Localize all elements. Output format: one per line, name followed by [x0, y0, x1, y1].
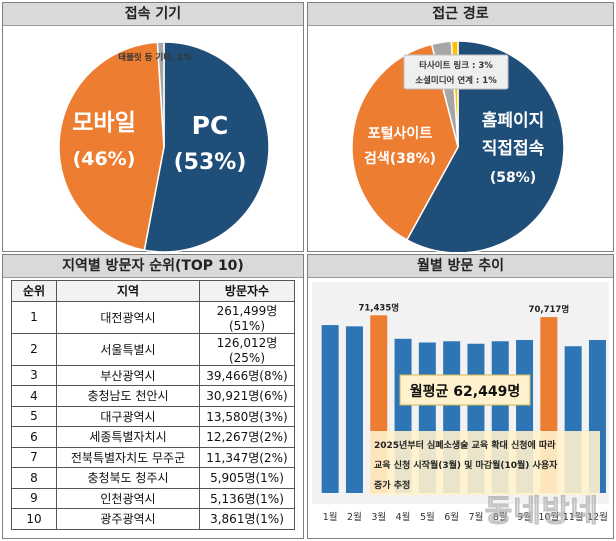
pie-label-pc: PC	[192, 111, 229, 140]
cell-region: 광주광역시	[56, 508, 200, 530]
cell-visitors: 261,499명(51%)	[199, 300, 295, 334]
bar-data-label: 70,717명	[529, 304, 570, 315]
x-tick-label: 8월	[493, 511, 508, 523]
cell-rank: 6	[11, 426, 57, 448]
average-label: 월평균 62,449명	[410, 383, 520, 400]
cell-visitors: 5,136명(1%)	[199, 487, 295, 509]
table-header-row: 순위 지역 방문자수	[11, 280, 295, 302]
x-tick-label: 3월	[371, 511, 386, 523]
cell-visitors: 30,921명(6%)	[199, 385, 295, 407]
device-panel: 접속 기기 PC (53%) 모바일 (46%) 태블릿 등 기타, 1%	[2, 2, 304, 252]
region-panel: 지역별 방문자 순위(TOP 10) 순위 지역 방문자수 1 대전광역시 261,…	[2, 254, 304, 539]
month-panel: 월별 방문 추이 1월 2월 3월 71,435명 4월 5월 6월 7월 8월 9월 10월 70,…	[307, 254, 614, 539]
table-row: 1 대전광역시 261,499명(51%)	[11, 300, 295, 334]
table-row: 6 세종특별자치시 12,267명(2%)	[11, 426, 295, 448]
cell-visitors: 3,861명(1%)	[199, 508, 295, 530]
device-pie-chart: PC (53%) 모바일 (46%) 태블릿 등 기타, 1%	[58, 41, 270, 252]
cell-visitors: 39,466명(8%)	[199, 364, 295, 386]
cell-region: 세종특별자치시	[56, 426, 200, 448]
pie-label-homepage-2: 직접접속	[482, 139, 545, 159]
pie-label-homepage-1: 홈페이지	[482, 110, 545, 131]
x-tick-label: 6월	[444, 511, 459, 523]
pie-slice	[351, 43, 459, 241]
cell-rank: 9	[11, 487, 57, 509]
x-tick-label: 2월	[347, 511, 362, 523]
cell-region: 충청북도 청주시	[56, 467, 200, 489]
cell-rank: 10	[11, 508, 57, 530]
cell-visitors: 13,580명(3%)	[199, 405, 295, 427]
note-box	[370, 431, 600, 495]
x-tick-label: 4월	[396, 511, 411, 523]
table-row: 5 대구광역시 13,580명(3%)	[11, 405, 295, 427]
pie-label-tablet: 태블릿 등 기타, 1%	[118, 52, 192, 63]
bar-data-label: 71,435명	[358, 302, 399, 313]
col-header-region: 지역	[56, 280, 200, 302]
pie-pct-homepage: (58%)	[490, 170, 536, 186]
cell-region: 충청남도 천안시	[56, 385, 200, 407]
pie-label-mobile: 모바일	[72, 110, 135, 136]
table-row: 8 충청북도 청주시 5,905명(1%)	[11, 467, 295, 489]
table-row: 4 충청남도 천안시 30,921명(6%)	[11, 385, 295, 407]
x-tick-label: 9월	[517, 511, 532, 523]
cell-visitors: 12,267명(2%)	[199, 426, 295, 448]
cell-visitors: 5,905명(1%)	[199, 467, 295, 489]
pie-label-portal-1: 포털사이트	[368, 125, 433, 142]
watermark-logo: 동네방네	[484, 494, 599, 530]
pie-slice	[58, 41, 165, 252]
pie-slice	[405, 40, 565, 252]
region-table-title: 지역별 방문자 순위(TOP 10)	[3, 255, 303, 278]
cell-region: 대전광역시	[56, 300, 200, 334]
route-chart-title: 접근 경로	[308, 3, 613, 26]
cell-rank: 3	[11, 364, 57, 386]
x-tick-label: 11월	[563, 511, 584, 523]
table-row: 9 인천광역시 5,136명(1%)	[11, 487, 295, 509]
cell-rank: 1	[11, 300, 57, 334]
cell-rank: 5	[11, 405, 57, 427]
x-tick-label: 12월	[587, 511, 608, 523]
cell-rank: 7	[11, 446, 57, 468]
note-line: 증가 추정	[374, 479, 410, 491]
cell-rank: 4	[11, 385, 57, 407]
pie-pct-pc: (53%)	[174, 150, 247, 175]
cell-region: 서울특별시	[56, 332, 200, 366]
table-row: 10 광주광역시 3,861명(1%)	[11, 508, 295, 530]
device-chart-title: 접속 기기	[3, 3, 303, 26]
bar-1월	[321, 325, 339, 493]
note-line: 교육 신청 시작월(3월) 및 마감월(10월) 사용자	[374, 459, 558, 471]
pie-label-other-site: 타사이트 링크 : 3%	[419, 60, 493, 71]
cell-visitors: 11,347명(2%)	[199, 446, 295, 468]
bar-2월	[345, 326, 363, 493]
x-tick-label: 5월	[420, 511, 435, 523]
average-box	[399, 374, 531, 406]
note-line: 2025년부터 심폐소생술 교육 확대 신청에 따라	[374, 439, 556, 451]
x-tick-label: 10월	[538, 511, 559, 523]
x-tick-label: 7월	[469, 511, 484, 523]
pie-slice	[156, 41, 165, 148]
pie-slice	[143, 41, 270, 252]
month-bar-chart: 1월 2월 3월 71,435명 4월 5월 6월 7월 8월 9월 10월 70,717명 11월 12…	[312, 282, 609, 523]
cell-region: 인천광역시	[56, 487, 200, 509]
cell-region: 부산광역시	[56, 364, 200, 386]
table-row: 3 부산광역시 39,466명(8%)	[11, 364, 295, 386]
cell-region: 전북특별자치도 무주군	[56, 446, 200, 468]
table-row: 7 전북특별자치도 무주군 11,347명(2%)	[11, 446, 295, 468]
col-header-visitors: 방문자수	[199, 280, 295, 302]
pie-small-label-box	[403, 54, 509, 90]
cell-rank: 2	[11, 332, 57, 366]
pie-label-portal-2: 검색(38%)	[364, 150, 436, 167]
cell-visitors: 126,012명(25%)	[199, 332, 295, 366]
x-tick-label: 1월	[323, 511, 338, 523]
table-row: 2 서울특별시 126,012명(25%)	[11, 332, 295, 366]
pie-pct-mobile: (46%)	[73, 148, 136, 170]
region-table-body: 1 대전광역시 261,499명(51%) 2 서울특별시 126,012명(25%) 3 부…	[11, 300, 295, 530]
region-rank-table: 순위 지역 방문자수 1 대전광역시 261,499명(51%) 2 서울특별시 126,…	[11, 280, 295, 530]
cell-region: 대구광역시	[56, 405, 200, 427]
pie-label-social: 소셜미디어 연계 : 1%	[415, 75, 497, 86]
cell-rank: 8	[11, 467, 57, 489]
month-chart-title: 월별 방문 추이	[308, 255, 613, 278]
col-header-rank: 순위	[11, 280, 57, 302]
